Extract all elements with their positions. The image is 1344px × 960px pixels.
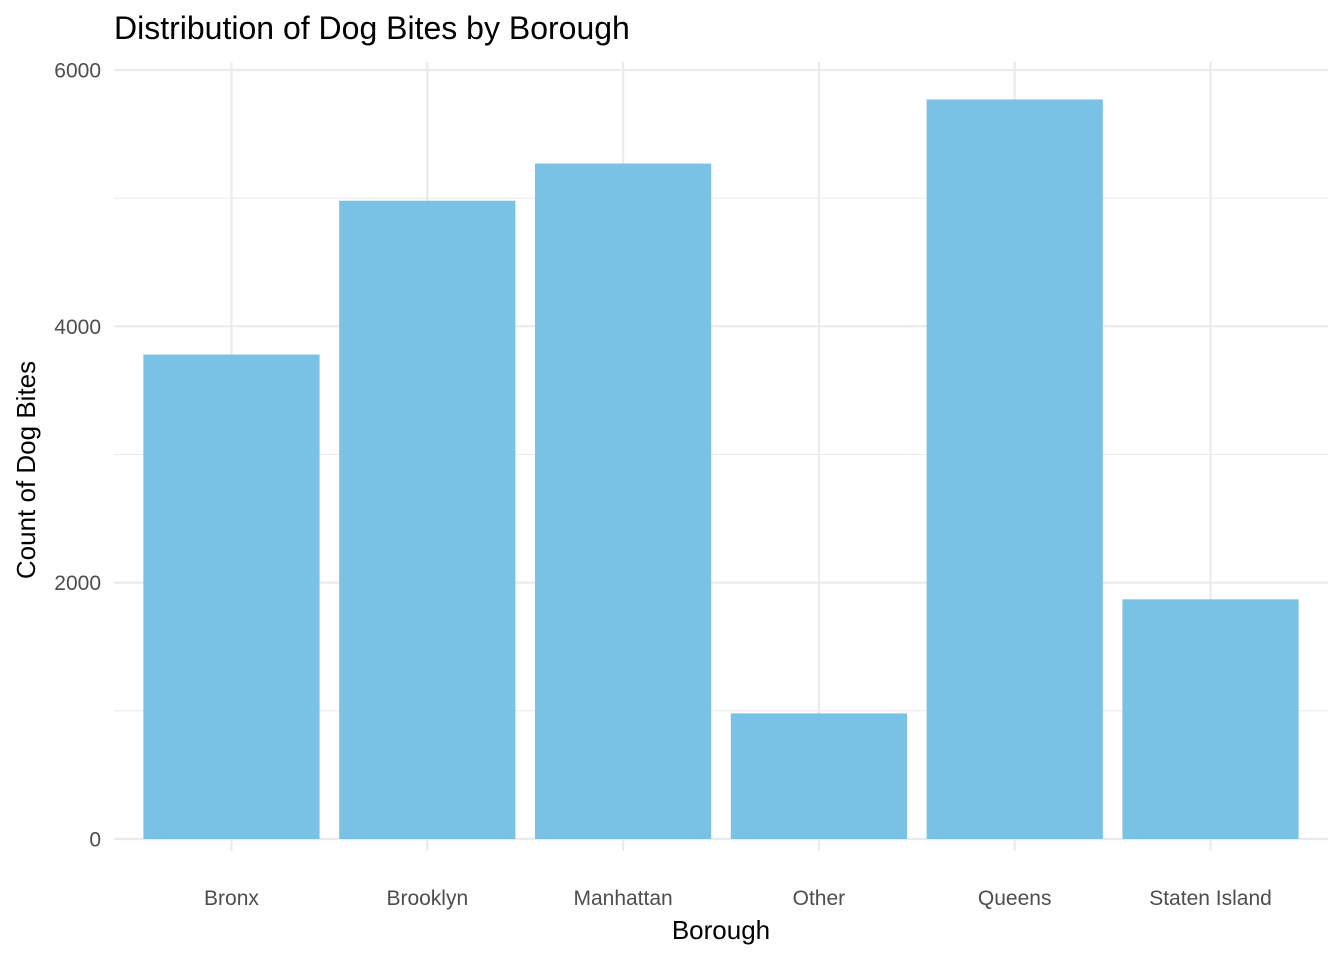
x-tick-label: Manhattan (573, 887, 672, 910)
bars (143, 99, 1299, 840)
x-tick-label: Staten Island (1149, 887, 1272, 910)
y-tick-label: 6000 (54, 60, 101, 83)
x-tick-label: Bronx (204, 887, 259, 910)
x-axis-ticks: Bronx Brooklyn Manhattan Other Queens Staten … (204, 887, 1272, 910)
x-tick-label: Other (793, 887, 846, 910)
x-tick-label: Brooklyn (386, 887, 468, 910)
y-tick-label: 2000 (54, 572, 101, 595)
y-tick-label: 0 (89, 829, 101, 852)
chart-title: Distribution of Dog Bites by Borough (114, 10, 630, 46)
bar-manhattan (534, 163, 712, 840)
y-axis-title: Count of Dog Bites (11, 361, 41, 579)
y-axis-ticks: 0 2000 4000 6000 (54, 60, 101, 852)
bar-queens (926, 99, 1103, 839)
x-tick-label: Queens (978, 887, 1052, 910)
y-tick-label: 4000 (54, 316, 101, 339)
bar-brooklyn (339, 200, 516, 840)
bar-other (730, 713, 908, 839)
bar-bronx (143, 354, 320, 839)
bar-staten-island (1122, 599, 1299, 839)
x-axis-title: Borough (672, 915, 770, 945)
